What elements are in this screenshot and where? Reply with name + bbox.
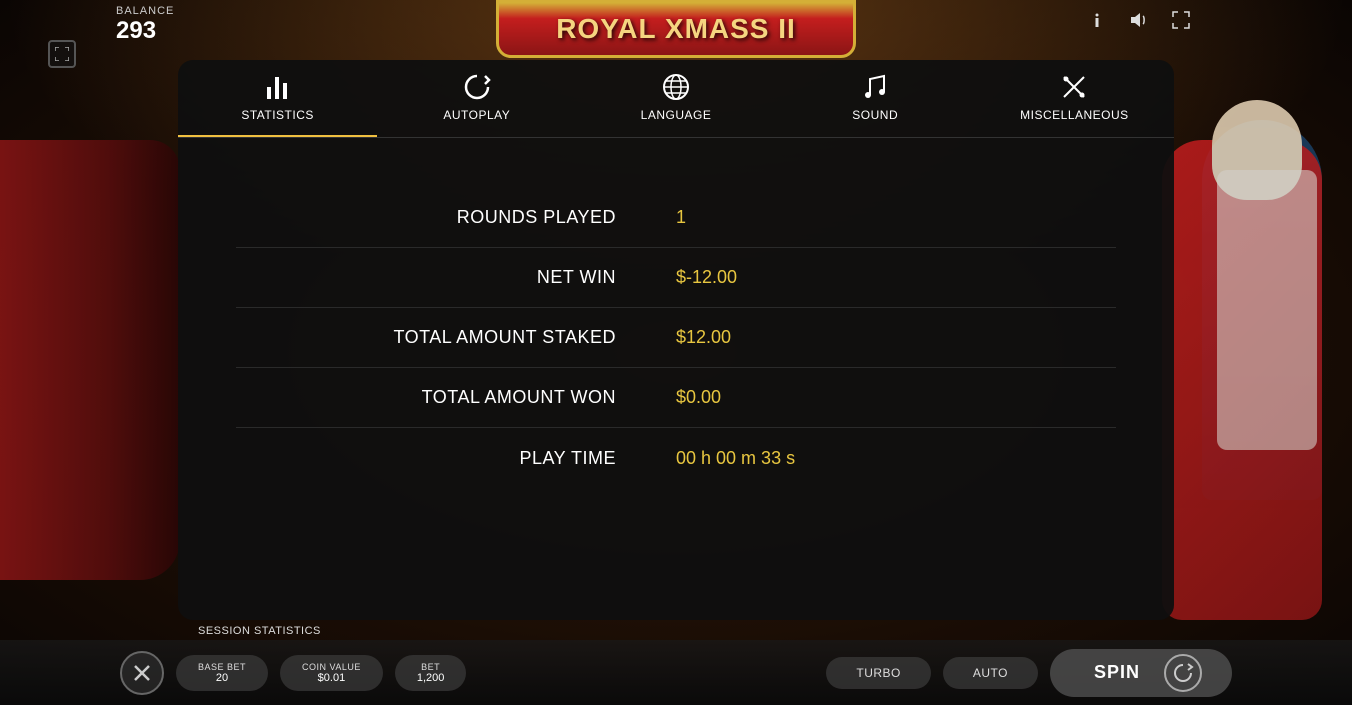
stat-label: PLAY TIME bbox=[236, 448, 676, 469]
base-bet-pill[interactable]: BASE BET 20 bbox=[176, 655, 268, 691]
tabs-bar: STATISTICS AUTOPLAY LANGUAGE SOUND MISCE… bbox=[178, 60, 1174, 138]
auto-button[interactable]: AUTO bbox=[943, 657, 1038, 689]
balance-label: BALANCE bbox=[116, 5, 174, 17]
stat-value: 1 bbox=[676, 207, 686, 228]
statistics-content: ROUNDS PLAYED 1 NET WIN $-12.00 TOTAL AM… bbox=[178, 138, 1174, 488]
spin-icon bbox=[1164, 654, 1202, 692]
expand-button[interactable] bbox=[1170, 9, 1192, 31]
stat-label: TOTAL AMOUNT STAKED bbox=[236, 327, 676, 348]
info-icon bbox=[1088, 11, 1106, 29]
stat-row-playtime: PLAY TIME 00 h 00 m 33 s bbox=[236, 428, 1116, 488]
pill-value: $0.01 bbox=[318, 672, 346, 684]
stat-value: $12.00 bbox=[676, 327, 731, 348]
stat-value: $-12.00 bbox=[676, 267, 737, 288]
tab-miscellaneous[interactable]: MISCELLANEOUS bbox=[975, 60, 1174, 137]
turbo-button[interactable]: TURBO bbox=[826, 657, 931, 689]
session-statistics-label: SESSION STATISTICS bbox=[198, 625, 321, 637]
stat-label: NET WIN bbox=[236, 267, 676, 288]
stat-row-won: TOTAL AMOUNT WON $0.00 bbox=[236, 368, 1116, 428]
spin-label: SPIN bbox=[1094, 662, 1140, 683]
pill-value: 20 bbox=[216, 672, 228, 684]
spin-button[interactable]: SPIN bbox=[1050, 649, 1232, 697]
autoplay-icon bbox=[461, 74, 493, 100]
maximize-icon bbox=[1172, 11, 1190, 29]
bottom-bar: SESSION STATISTICS BASE BET 20 COIN VALU… bbox=[0, 640, 1352, 705]
music-icon bbox=[859, 74, 891, 100]
pill-label: BET bbox=[421, 662, 440, 672]
speaker-icon bbox=[1129, 11, 1149, 29]
stat-row-rounds: ROUNDS PLAYED 1 bbox=[236, 188, 1116, 248]
tab-label: SOUND bbox=[852, 108, 898, 122]
pill-value: 1,200 bbox=[417, 672, 445, 684]
tab-statistics[interactable]: STATISTICS bbox=[178, 60, 377, 137]
info-button[interactable] bbox=[1086, 9, 1108, 31]
tab-language[interactable]: LANGUAGE bbox=[576, 60, 775, 137]
close-button[interactable] bbox=[120, 651, 164, 695]
santa-decoration bbox=[1162, 140, 1322, 620]
stat-value: 00 h 00 m 33 s bbox=[676, 448, 795, 469]
settings-panel: STATISTICS AUTOPLAY LANGUAGE SOUND MISCE… bbox=[178, 60, 1174, 620]
statistics-icon bbox=[262, 74, 294, 100]
expand-icon bbox=[55, 47, 69, 61]
close-icon bbox=[133, 664, 151, 682]
globe-icon bbox=[660, 74, 692, 100]
stat-row-netwin: NET WIN $-12.00 bbox=[236, 248, 1116, 308]
stat-label: ROUNDS PLAYED bbox=[236, 207, 676, 228]
background-curtain bbox=[0, 140, 180, 580]
tab-autoplay[interactable]: AUTOPLAY bbox=[377, 60, 576, 137]
balance-display: BALANCE 293 bbox=[116, 5, 174, 45]
game-logo: ROYAL XMASS II bbox=[496, 0, 856, 58]
stat-row-staked: TOTAL AMOUNT STAKED $12.00 bbox=[236, 308, 1116, 368]
tools-icon bbox=[1058, 74, 1090, 100]
balance-value: 293 bbox=[116, 17, 174, 45]
tab-sound[interactable]: SOUND bbox=[776, 60, 975, 137]
stat-label: TOTAL AMOUNT WON bbox=[236, 387, 676, 408]
top-icons bbox=[1086, 9, 1192, 31]
fullscreen-button[interactable] bbox=[48, 40, 76, 68]
stat-value: $0.00 bbox=[676, 387, 721, 408]
bet-pill[interactable]: BET 1,200 bbox=[395, 655, 467, 691]
pill-label: BASE BET bbox=[198, 662, 246, 672]
tab-label: MISCELLANEOUS bbox=[1020, 108, 1129, 122]
coin-value-pill[interactable]: COIN VALUE $0.01 bbox=[280, 655, 383, 691]
tab-label: STATISTICS bbox=[241, 108, 314, 122]
pill-label: COIN VALUE bbox=[302, 662, 361, 672]
sound-button[interactable] bbox=[1128, 9, 1150, 31]
tab-label: LANGUAGE bbox=[641, 108, 712, 122]
tab-label: AUTOPLAY bbox=[443, 108, 510, 122]
